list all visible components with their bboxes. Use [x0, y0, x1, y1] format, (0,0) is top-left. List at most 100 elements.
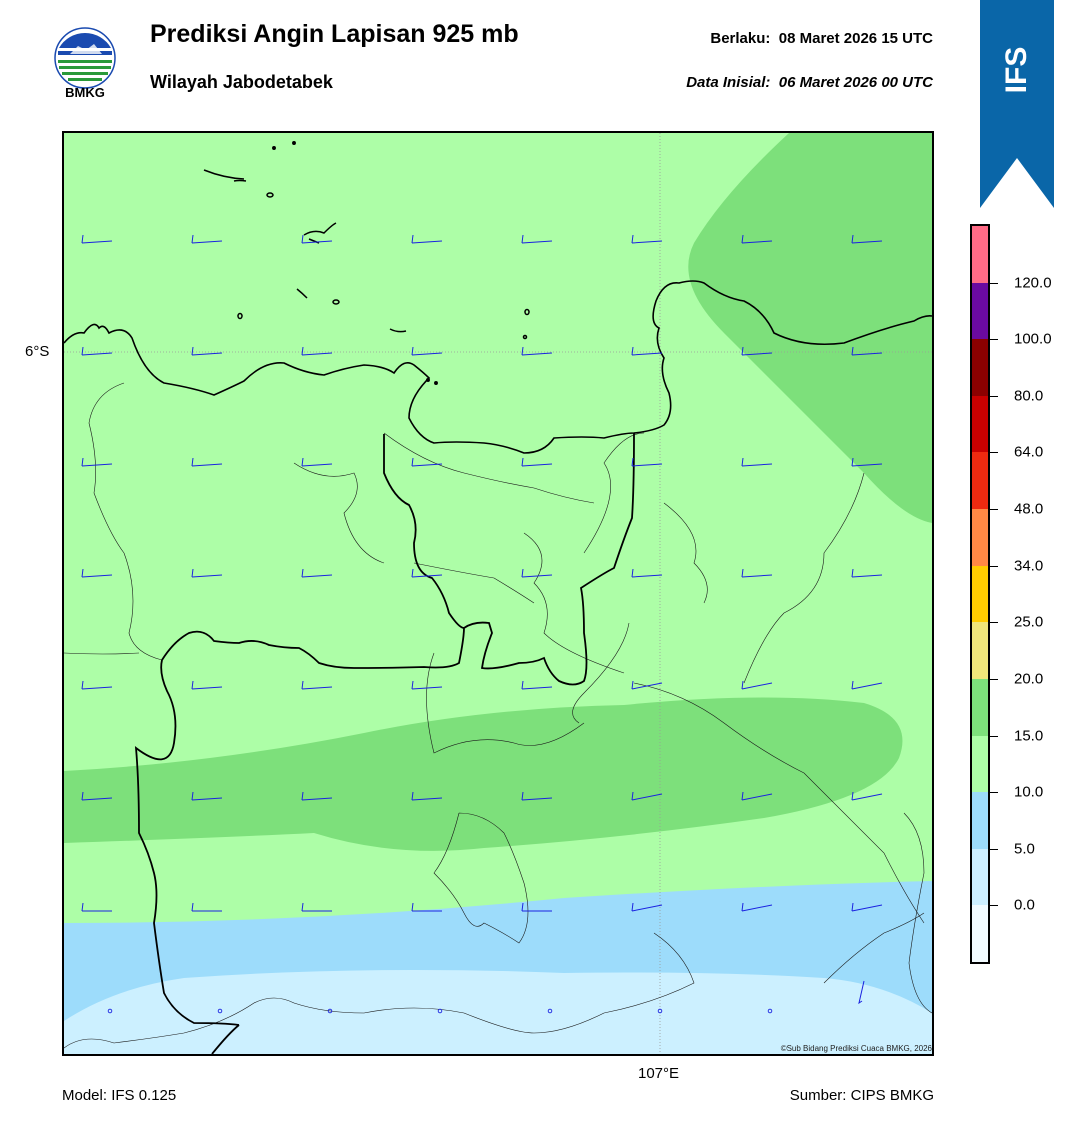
- colorbar-tick-label: 34.0: [1014, 557, 1044, 575]
- calm-wind-marker: [657, 1008, 663, 1014]
- wind-barb: [191, 457, 223, 467]
- wind-barb: [191, 234, 223, 244]
- wind-barb: [851, 457, 883, 467]
- colorbar-tick-label: 80.0: [1014, 387, 1044, 405]
- wind-barbs: [81, 234, 883, 1014]
- colorbar-segment: [972, 565, 988, 623]
- colorbar-tick: [990, 735, 998, 737]
- wind-barb: [631, 791, 663, 801]
- colorbar: [970, 224, 990, 964]
- wind-barb: [631, 457, 663, 467]
- wind-barb: [81, 457, 113, 467]
- wind-barb: [411, 234, 443, 244]
- ifs-ribbon: [980, 0, 1054, 208]
- wind-barb: [851, 568, 883, 578]
- calm-wind-marker: [437, 1008, 443, 1014]
- wind-barb: [741, 791, 773, 801]
- colorbar-tick: [990, 395, 998, 397]
- wind-barb: [301, 568, 333, 578]
- colorbar-segment: [972, 452, 988, 510]
- wind-barb: [631, 234, 663, 244]
- colorbar-segment: [972, 622, 988, 679]
- wind-barb: [741, 234, 773, 244]
- colorbar-tick: [990, 452, 998, 454]
- wind-barb: [631, 568, 663, 578]
- wind-barb: [81, 568, 113, 578]
- colorbar-tick-label: 120.0: [1014, 274, 1052, 292]
- colorbar-tick: [990, 848, 998, 850]
- init-time: 06 Maret 2026 00 UTC: [778, 74, 933, 91]
- wind-barb: [851, 234, 883, 244]
- wind-barb: [411, 902, 442, 912]
- init-time-label: Data Inisial: 06 Maret 2026 00 UTC: [686, 74, 933, 91]
- wind-barb: [301, 791, 333, 801]
- colorbar-tick-label: 25.0: [1014, 613, 1044, 631]
- logo-text: BMKG: [65, 85, 105, 100]
- wind-barb: [411, 346, 443, 356]
- colorbar-segment: [972, 282, 988, 340]
- colorbar-tick-label: 0.0: [1014, 896, 1035, 914]
- wind-barb: [301, 234, 333, 244]
- wind-barb: [301, 680, 333, 690]
- wind-barb: [191, 346, 223, 356]
- wind-barb: [741, 457, 773, 467]
- calm-wind-marker: [767, 1008, 773, 1014]
- wind-barb: [301, 902, 332, 912]
- valid-label: Berlaku:: [710, 30, 771, 47]
- wind-map: [62, 131, 934, 1056]
- wind-barb: [521, 791, 553, 801]
- wind-barb: [191, 791, 223, 801]
- colorbar-segment: [972, 905, 988, 962]
- calm-wind-marker: [547, 1008, 553, 1014]
- colorbar-tick-label: 20.0: [1014, 670, 1044, 688]
- wind-barb: [301, 346, 333, 356]
- page-subtitle: Wilayah Jabodetabek: [150, 72, 333, 92]
- bmkg-logo-icon: [54, 27, 116, 89]
- wind-band-0-5: [64, 969, 932, 1054]
- colorbar-segment: [972, 735, 988, 793]
- wind-barb: [741, 568, 773, 578]
- wind-band-15-20-northeast: [688, 133, 932, 523]
- wind-barb: [521, 568, 553, 578]
- valid-time-label: Berlaku: 08 Maret 2026 15 UTC: [710, 30, 933, 47]
- wind-barb: [81, 902, 112, 912]
- wind-barb: [81, 234, 113, 244]
- colorbar-tick-label: 64.0: [1014, 443, 1044, 461]
- regency-boundaries: [64, 382, 932, 1049]
- colorbar-segment: [972, 226, 988, 283]
- colorbar-segment: [972, 509, 988, 566]
- colorbar-segment: [972, 395, 988, 453]
- ifs-ribbon-text: IFS: [1000, 46, 1033, 94]
- colorbar-tick-label: 100.0: [1014, 330, 1052, 348]
- wind-barb: [741, 902, 773, 912]
- wind-barb: [851, 346, 883, 356]
- wind-barb: [411, 457, 443, 467]
- colorbar-tick: [990, 678, 998, 680]
- colorbar-tick-label: 5.0: [1014, 840, 1035, 858]
- colorbar-segment: [972, 792, 988, 849]
- colorbar-tick: [990, 622, 998, 624]
- latitude-label: 6°S: [25, 343, 50, 360]
- wind-barb: [191, 902, 222, 912]
- source-label: Sumber: CIPS BMKG: [789, 1087, 934, 1104]
- wind-barb: [411, 791, 443, 801]
- wind-barb: [81, 680, 113, 690]
- longitude-label: 107°E: [638, 1065, 680, 1082]
- model-label: Model: IFS 0.125: [62, 1087, 177, 1104]
- wind-barb: [521, 457, 553, 467]
- wind-band-15-20-middle: [64, 697, 903, 851]
- map-credit: ©Sub Bidang Prediksi Cuaca BMKG, 2026: [780, 1044, 932, 1053]
- wind-barb: [81, 791, 113, 801]
- wind-barb: [521, 346, 553, 356]
- calm-wind-marker: [107, 1008, 113, 1014]
- colorbar-tick: [990, 339, 998, 341]
- colorbar-tick: [990, 905, 998, 907]
- wind-barb: [631, 680, 663, 690]
- province-boundaries: [134, 432, 635, 1054]
- colorbar-segment: [972, 678, 988, 736]
- wind-barb: [741, 680, 773, 690]
- calm-wind-marker: [327, 1008, 333, 1014]
- wind-barb: [521, 902, 552, 912]
- wind-barb: [411, 568, 443, 578]
- colorbar-tick: [990, 565, 998, 567]
